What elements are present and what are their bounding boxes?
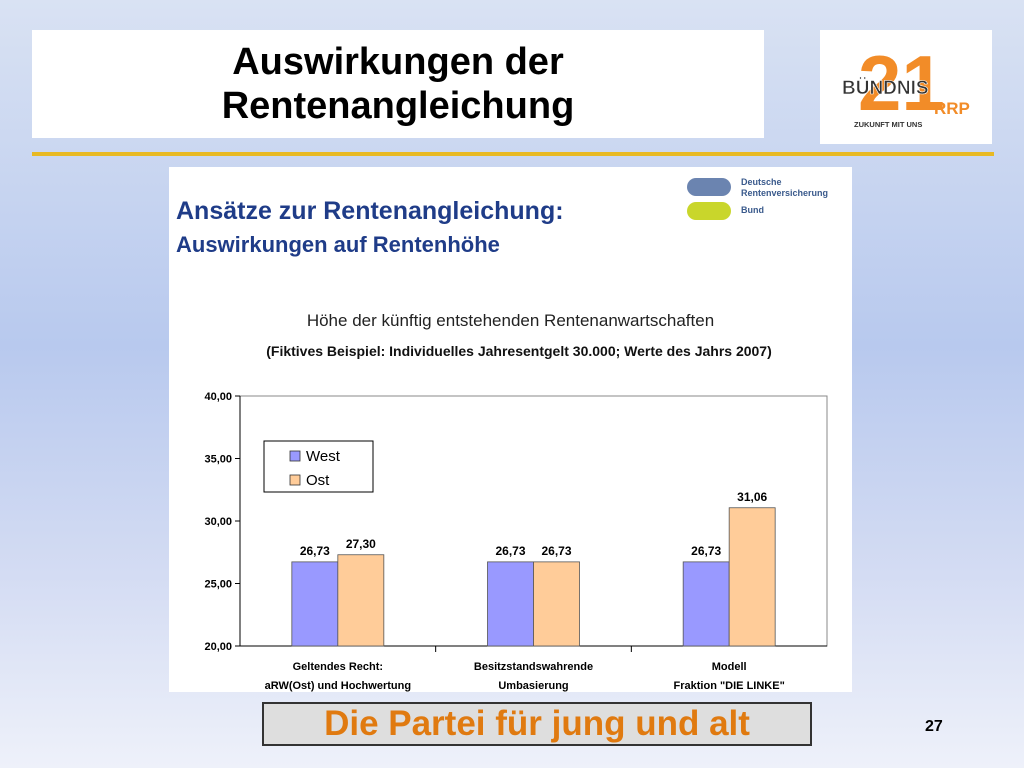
bar-chart: 20,00 25,00 30,00 35,00 40,00 26,73 27,30 Gelte… [204, 391, 828, 692]
title-divider [32, 152, 994, 156]
embedded-chart-slide: Ansätze zur Rentenangleichung: Auswirkun… [169, 167, 852, 692]
bar-west [291, 561, 339, 647]
legend-label-ost: Ost [306, 472, 330, 489]
y-tick-label: 20,00 [204, 641, 232, 653]
data-label: 26,73 [300, 544, 330, 558]
party-logo-abbr: RRP [934, 99, 970, 118]
data-label: 27,30 [346, 537, 376, 551]
y-tick-label: 35,00 [204, 454, 232, 466]
slide-title: Auswirkungen der Rentenangleichung [222, 40, 575, 128]
legend-swatch-ost [289, 474, 301, 486]
slide-title-line2: Rentenangleichung [221, 85, 575, 127]
party-logo-name: BÜNDNIS [842, 78, 929, 99]
category-label: Umbasierung [498, 680, 568, 692]
data-label: 26,73 [541, 544, 571, 558]
legend-box [263, 440, 374, 493]
footer-banner: Die Partei für jung und alt [262, 702, 812, 746]
drv-logo-icon [687, 178, 731, 220]
bar-ost [533, 561, 580, 647]
page-number: 27 [925, 718, 943, 735]
drv-logo-line2: Rentenversicherung [741, 188, 829, 198]
y-tick-label: 25,00 [204, 579, 232, 591]
category-label: Modell [712, 661, 747, 673]
drv-logo-line3: Bund [741, 205, 764, 215]
category-label: aRW(Ost) und Hochwertung [265, 680, 411, 692]
data-label: 26,73 [495, 544, 525, 558]
party-logo: 21 BÜNDNIS RRP ZUKUNFT MIT UNS [820, 30, 992, 144]
bar-ost [337, 554, 385, 647]
slide-title-line1: Auswirkungen der [232, 41, 564, 83]
data-label: 26,73 [691, 544, 721, 558]
drv-logo-text: Deutsche Rentenversicherung Bund [741, 177, 828, 216]
category-label: Geltendes Recht: [293, 661, 383, 673]
legend-label-west: West [306, 448, 341, 465]
embedded-slide-title: Ansätze zur Rentenangleichung: Auswirkun… [176, 195, 564, 261]
embedded-title-line2: Auswirkungen auf Rentenhöhe [176, 232, 500, 257]
embedded-title-line1: Ansätze zur Rentenangleichung: [176, 197, 564, 225]
bar-ost [728, 507, 776, 647]
bar-west [682, 561, 730, 647]
drv-logo-line1: Deutsche [741, 177, 782, 187]
chart-subtitle: (Fiktives Beispiel: Individuelles Jahres… [266, 343, 772, 359]
bar-west [487, 561, 534, 647]
category-label: Fraktion "DIE LINKE" [674, 680, 785, 692]
y-tick-label: 40,00 [204, 391, 232, 403]
data-label: 31,06 [737, 490, 767, 504]
y-tick-label: 30,00 [204, 516, 232, 528]
party-logo-graphic: 21 BÜNDNIS RRP ZUKUNFT MIT UNS [842, 39, 970, 129]
footer-slogan: Die Partei für jung und alt [324, 704, 750, 743]
chart-title: Höhe der künftig entstehenden Rentenanwa… [306, 311, 715, 330]
party-logo-slogan: ZUKUNFT MIT UNS [854, 120, 922, 129]
category-label: Besitzstandswahrende [474, 661, 593, 673]
slide-title-box: Auswirkungen der Rentenangleichung [32, 30, 764, 138]
party-logo-number: 21 [858, 39, 945, 127]
legend-swatch-west [289, 450, 301, 462]
